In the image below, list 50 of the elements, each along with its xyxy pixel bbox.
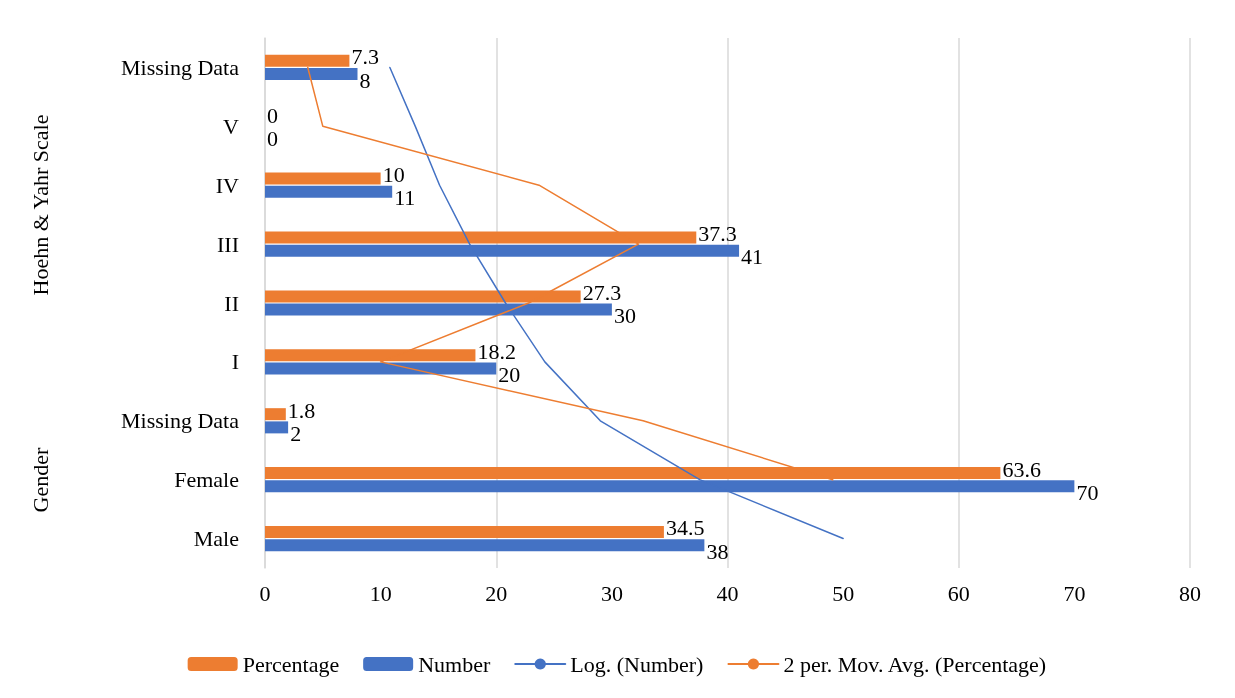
data-label: 30 <box>613 303 636 329</box>
y-tick-label: Missing Data <box>121 54 240 80</box>
text: Gender <box>27 446 53 513</box>
data-label: 2 <box>290 420 302 446</box>
data-label: 63.6 <box>1002 456 1041 482</box>
x-tick-label: 60 <box>947 580 970 606</box>
data-label: 41 <box>741 244 764 270</box>
data-label: 10 <box>382 162 405 188</box>
data-label: 20 <box>498 361 521 387</box>
bar <box>265 421 289 434</box>
data-label: 18.2 <box>477 338 516 364</box>
legend-label: Number <box>418 651 491 677</box>
bar <box>265 525 664 538</box>
data-label: 70 <box>1076 479 1099 505</box>
y-tick-label: Missing Data <box>121 408 240 434</box>
legend-label: Log. (Number) <box>570 651 704 677</box>
x-tick-label: 50 <box>832 580 855 606</box>
bar <box>265 68 358 81</box>
y-tick-label: Male <box>193 526 239 552</box>
data-label: 0 <box>267 126 278 152</box>
data-label: 34.5 <box>665 515 705 541</box>
x-tick-label: 20 <box>485 580 508 606</box>
y-tick-label: V <box>223 113 240 139</box>
x-tick-label: 30 <box>600 580 623 606</box>
data-label: 8 <box>359 67 371 93</box>
data-label: 11 <box>394 185 416 211</box>
x-tick-label: 70 <box>1063 580 1086 606</box>
y-tick-label: Female <box>174 467 239 493</box>
y-tick-label: III <box>217 231 239 257</box>
legend-label: 2 per. Mov. Avg. (Percentage) <box>783 651 1047 677</box>
bar <box>265 172 381 185</box>
data-label: 0 <box>267 103 278 129</box>
y-tick-label: IV <box>215 172 240 198</box>
data-label: 38 <box>706 538 729 564</box>
x-tick-label: 80 <box>1179 580 1201 606</box>
text: Hoehn & Yahr Scale <box>27 114 53 296</box>
data-label: 7.3 <box>351 44 379 70</box>
bar <box>265 539 705 552</box>
data-label: 37.3 <box>698 221 737 247</box>
y-tick-label: II <box>224 290 239 316</box>
bar <box>265 408 286 421</box>
y-tick-label: I <box>231 349 239 375</box>
x-tick-label: 40 <box>716 580 739 606</box>
legend-label: Percentage <box>242 651 340 677</box>
x-tick-label: 10 <box>369 580 392 606</box>
data-label: 27.3 <box>582 279 622 305</box>
data-label: 1.8 <box>287 397 316 423</box>
x-tick-label: 0 <box>259 580 271 606</box>
bar <box>265 185 393 198</box>
bar <box>265 362 497 375</box>
